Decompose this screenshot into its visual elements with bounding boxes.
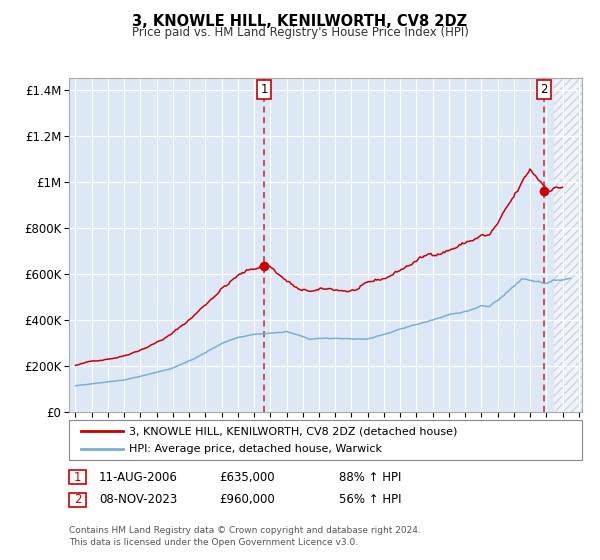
Text: Contains HM Land Registry data © Crown copyright and database right 2024.
This d: Contains HM Land Registry data © Crown c… <box>69 526 421 547</box>
Text: 08-NOV-2023: 08-NOV-2023 <box>99 493 177 506</box>
Text: 2: 2 <box>74 493 81 506</box>
Text: 2: 2 <box>540 83 548 96</box>
Text: 88% ↑ HPI: 88% ↑ HPI <box>339 470 401 484</box>
Text: Price paid vs. HM Land Registry's House Price Index (HPI): Price paid vs. HM Land Registry's House … <box>131 26 469 39</box>
Text: 1: 1 <box>260 83 268 96</box>
Text: 1: 1 <box>74 470 81 484</box>
Text: 56% ↑ HPI: 56% ↑ HPI <box>339 493 401 506</box>
Text: HPI: Average price, detached house, Warwick: HPI: Average price, detached house, Warw… <box>129 444 382 454</box>
Text: £960,000: £960,000 <box>219 493 275 506</box>
Bar <box>554 78 582 412</box>
Text: 3, KNOWLE HILL, KENILWORTH, CV8 2DZ: 3, KNOWLE HILL, KENILWORTH, CV8 2DZ <box>133 14 467 29</box>
Text: £635,000: £635,000 <box>219 470 275 484</box>
Text: 3, KNOWLE HILL, KENILWORTH, CV8 2DZ (detached house): 3, KNOWLE HILL, KENILWORTH, CV8 2DZ (det… <box>129 426 457 436</box>
Text: 11-AUG-2006: 11-AUG-2006 <box>99 470 178 484</box>
